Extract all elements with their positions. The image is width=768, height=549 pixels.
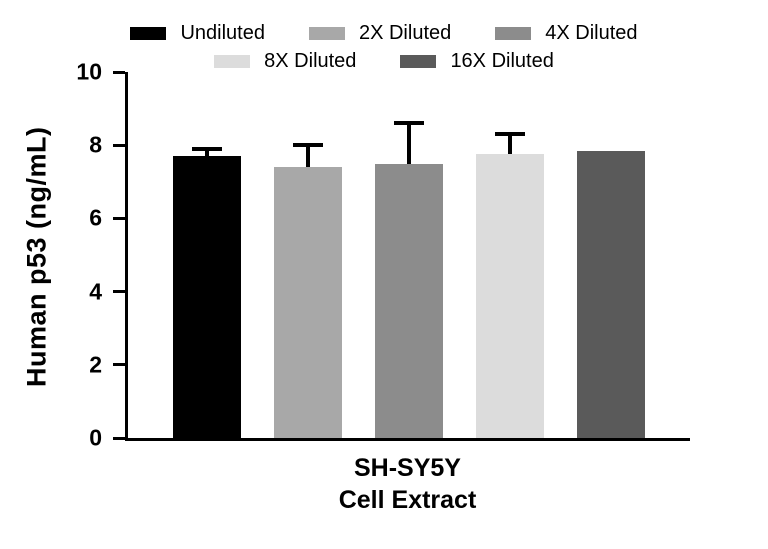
bar-undiluted [173,156,241,438]
plot-area: 0 2 4 6 8 10 [76,60,690,449]
bar-slot-4x-diluted [375,72,443,438]
x-axis-title: SH-SY5Y Cell Extract [125,452,690,516]
legend-swatch [400,55,437,68]
error-bar-line [205,147,209,157]
y-tick-mark [113,436,125,440]
y-tick-mark [113,143,125,147]
error-bar-cap [394,121,424,126]
bar-8x-diluted [476,154,544,438]
y-tick-label: 8 [89,131,102,158]
legend-item-2x-diluted: 2X Diluted [308,22,452,45]
legend-item-undiluted: Undiluted [130,22,265,45]
y-axis-title: Human p53 (ng/mL) [21,126,52,387]
error-bar-4x-diluted [394,121,424,164]
y-tick-label: 6 [89,204,102,231]
y-tick-mark [113,363,125,367]
bar-slot-8x-diluted [476,72,544,438]
legend-swatch [130,27,167,40]
legend-label: 8X Diluted [264,50,357,72]
y-tick-mark [113,290,125,294]
error-bar-undiluted [192,147,222,157]
error-bar-line [407,121,411,164]
legend-label: 16X Diluted [450,50,554,72]
legend-swatch [308,27,345,40]
error-bar-cap [293,143,323,148]
y-tick-label: 0 [89,424,102,451]
legend-item-8x-diluted: 8X Diluted [214,50,356,73]
y-tick-label: 2 [89,351,102,378]
legend-label: 4X Diluted [545,22,638,44]
bars [128,72,690,438]
legend-swatch [495,27,532,40]
y-tick-mark [113,216,125,220]
error-bar-cap [192,147,222,152]
legend-item-16x-diluted: 16X Diluted [400,50,554,73]
error-bar-8x-diluted [495,132,525,155]
bar-2x-diluted [274,167,342,438]
legend-row: Undiluted 2X Diluted 4X Diluted [130,22,638,45]
legend-item-4x-diluted: 4X Diluted [495,22,638,45]
bar-16x-diluted [577,150,645,438]
error-bar-line [306,143,310,168]
legend-label: 2X Diluted [358,22,452,44]
y-tick-mark [113,70,125,74]
bar-slot-2x-diluted [274,72,342,438]
x-axis-title-line1: SH-SY5Y [354,454,461,482]
legend-swatch [214,55,251,68]
x-axis-title-line2: Cell Extract [338,486,477,514]
bar-slot-undiluted [173,72,241,438]
legend-label: Undiluted [180,22,265,44]
y-tick-label: 4 [89,278,102,305]
y-tick-label: 10 [76,58,102,85]
legend-row: 8X Diluted 16X Diluted [214,50,554,73]
bar-4x-diluted [375,163,443,438]
error-bar-cap [495,132,525,137]
error-bar-2x-diluted [293,143,323,168]
bar-slot-16x-diluted [577,72,645,438]
error-bar-line [508,132,512,155]
chart-legend: Undiluted 2X Diluted 4X Diluted 8X Diluted 1… [0,22,768,73]
